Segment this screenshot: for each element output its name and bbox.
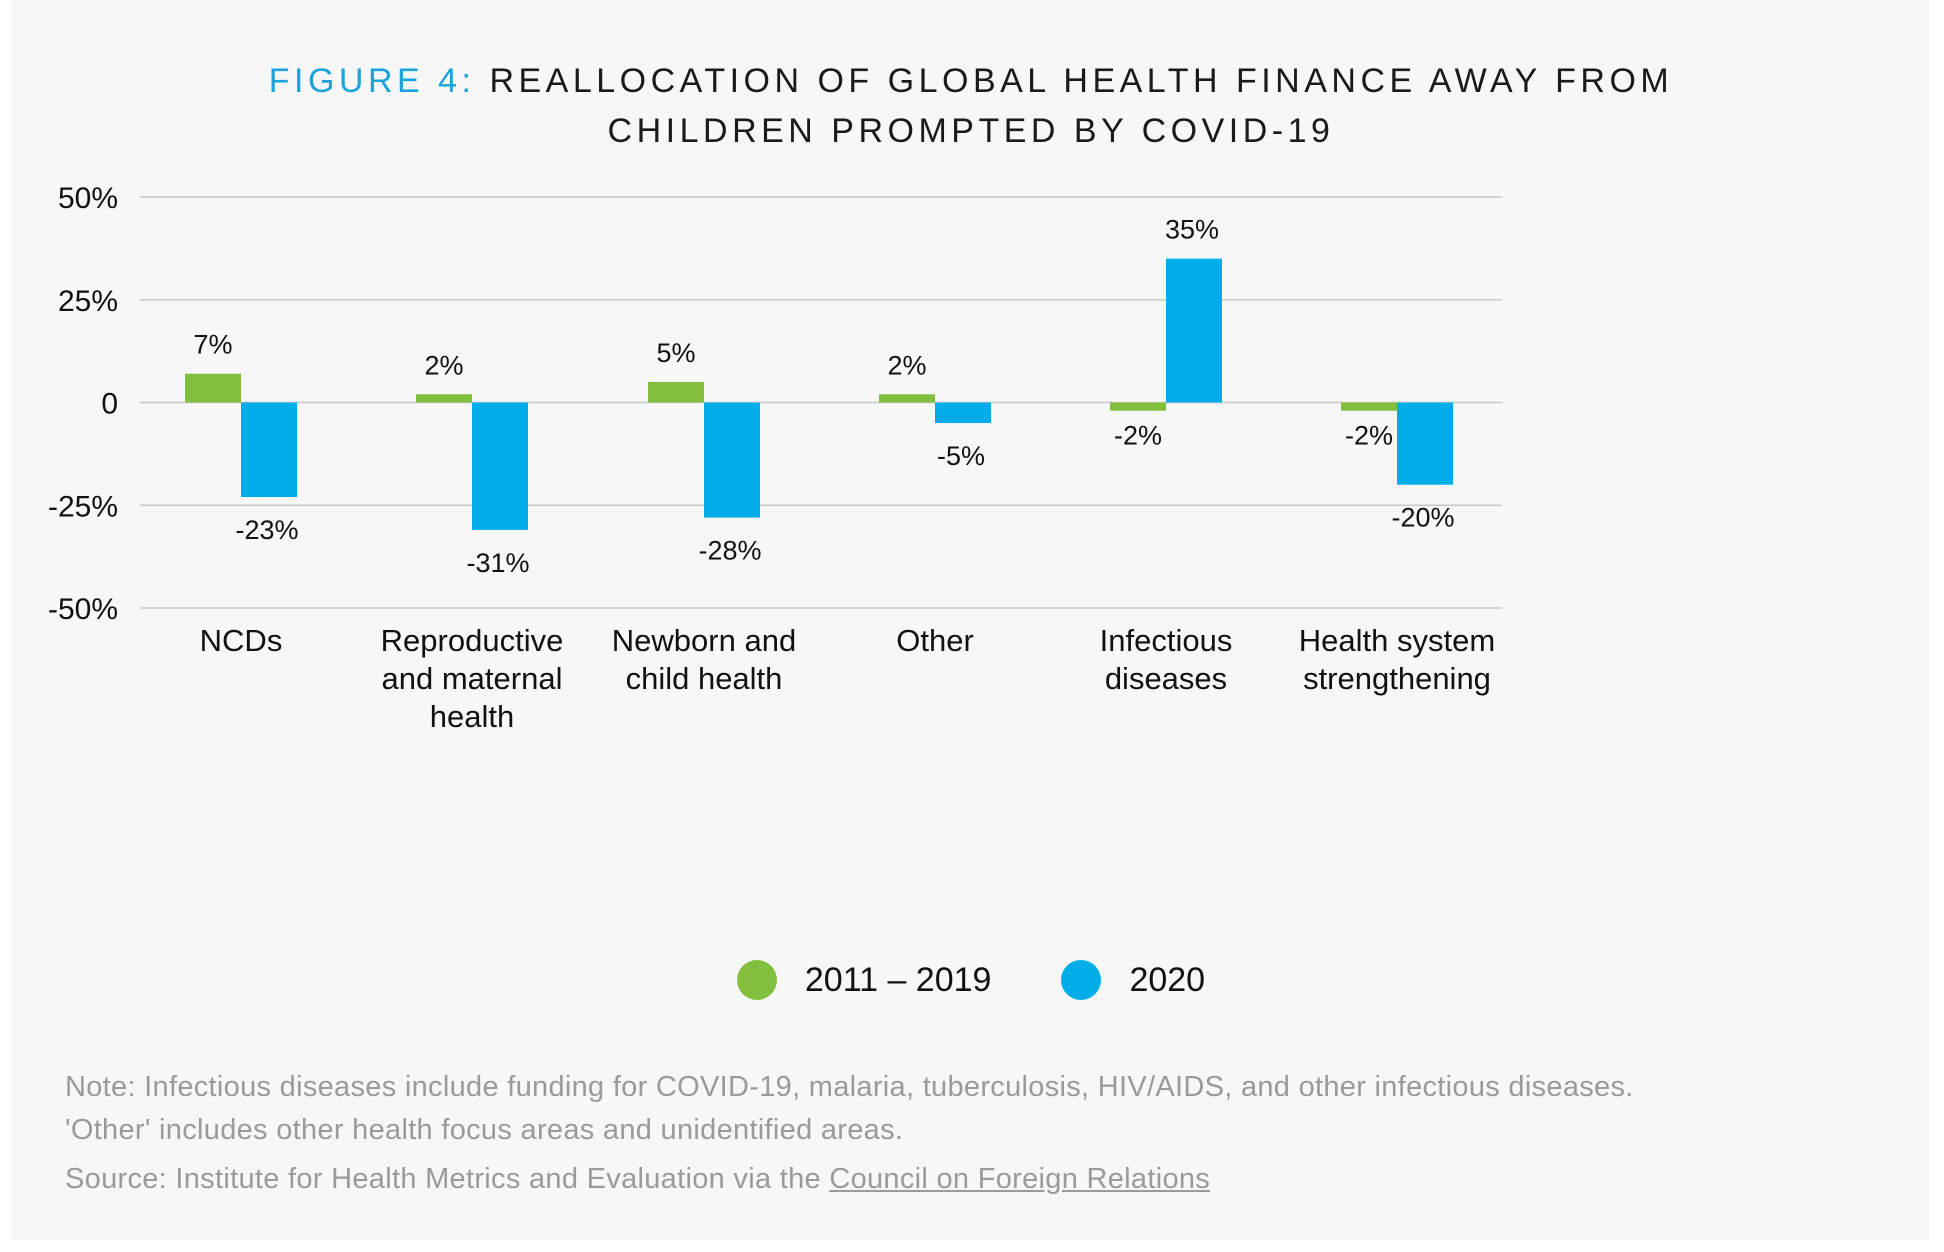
category-label: diseases bbox=[1105, 661, 1227, 696]
bar-chart: 50% 25% 0 -25% -50% 7% 2% 5% 2% -2% -2% -23% -31% -28… bbox=[48, 182, 1502, 734]
y-tick-label: 0 bbox=[101, 388, 118, 421]
data-label: -5% bbox=[937, 441, 985, 471]
data-label: -20% bbox=[1391, 503, 1454, 533]
category-label: child health bbox=[626, 661, 783, 696]
y-tick-label: 50% bbox=[58, 182, 118, 215]
bar bbox=[935, 402, 991, 424]
data-label: 5% bbox=[656, 338, 695, 368]
source-link[interactable]: Council on Foreign Relations bbox=[829, 1163, 1211, 1195]
legend-label-2011-2019: 2011 – 2019 bbox=[804, 960, 992, 999]
data-label: -2% bbox=[1345, 421, 1393, 451]
bar bbox=[1166, 258, 1222, 403]
bar bbox=[1397, 402, 1453, 485]
category-label: Other bbox=[896, 623, 974, 658]
chart-legend: 2011 – 2019 2020 bbox=[12, 958, 1930, 1002]
bar bbox=[472, 402, 528, 530]
data-label: -23% bbox=[235, 515, 298, 545]
figure-panel: FIGURE 4: REALLOCATION OF GLOBAL HEALTH … bbox=[12, 0, 1930, 1240]
category-label: Reproductive bbox=[381, 623, 564, 658]
source-line: Source: Institute for Health Metrics and… bbox=[65, 1158, 1905, 1201]
y-tick-label: -25% bbox=[48, 490, 118, 523]
category-label: Infectious bbox=[1100, 623, 1233, 658]
data-label: -2% bbox=[1114, 421, 1162, 451]
title-line-2: CHILDREN PROMPTED BY COVID-19 bbox=[607, 112, 1335, 150]
category-label: and maternal bbox=[382, 661, 563, 696]
figure-title: FIGURE 4: REALLOCATION OF GLOBAL HEALTH … bbox=[12, 56, 1930, 156]
bar bbox=[416, 394, 472, 403]
title-line-1: FIGURE 4: REALLOCATION OF GLOBAL HEALTH … bbox=[269, 62, 1674, 100]
category-label: Newborn and bbox=[612, 623, 796, 658]
data-label: -31% bbox=[466, 548, 529, 578]
bar bbox=[879, 394, 935, 403]
legend-item-2020: 2020 bbox=[1061, 960, 1205, 1000]
y-tick-label: 25% bbox=[58, 285, 118, 318]
legend-label-2020: 2020 bbox=[1129, 960, 1206, 999]
category-label: NCDs bbox=[200, 623, 283, 658]
data-label: 7% bbox=[193, 330, 232, 360]
data-label: 2% bbox=[424, 350, 463, 380]
bar bbox=[241, 402, 297, 498]
note-line-2: 'Other' includes other health focus area… bbox=[65, 1114, 904, 1146]
y-tick-label: -50% bbox=[48, 593, 118, 626]
bar bbox=[704, 402, 760, 518]
data-label: 2% bbox=[887, 350, 926, 380]
note-line-1: Note: Infectious diseases include fundin… bbox=[65, 1071, 1634, 1103]
bar bbox=[1341, 402, 1397, 411]
category-label: strengthening bbox=[1303, 661, 1491, 696]
source-prefix: Source: Institute for Health Metrics and… bbox=[65, 1163, 830, 1195]
bar bbox=[648, 381, 704, 403]
figure-label: FIGURE 4: bbox=[268, 62, 476, 100]
data-label: 35% bbox=[1165, 215, 1219, 245]
category-label: health bbox=[430, 699, 514, 734]
bar bbox=[185, 373, 241, 403]
legend-item-2011-2019: 2011 – 2019 bbox=[736, 960, 992, 1000]
figure-notes: Note: Infectious diseases include fundin… bbox=[65, 1066, 1905, 1201]
legend-swatch-2011-2019 bbox=[736, 960, 777, 1000]
data-label: -28% bbox=[698, 536, 761, 566]
title-text-1: REALLOCATION OF GLOBAL HEALTH FINANCE AW… bbox=[489, 62, 1674, 100]
legend-swatch-2020 bbox=[1061, 960, 1102, 1000]
category-label: Health system bbox=[1299, 623, 1495, 658]
bar bbox=[1110, 402, 1166, 411]
